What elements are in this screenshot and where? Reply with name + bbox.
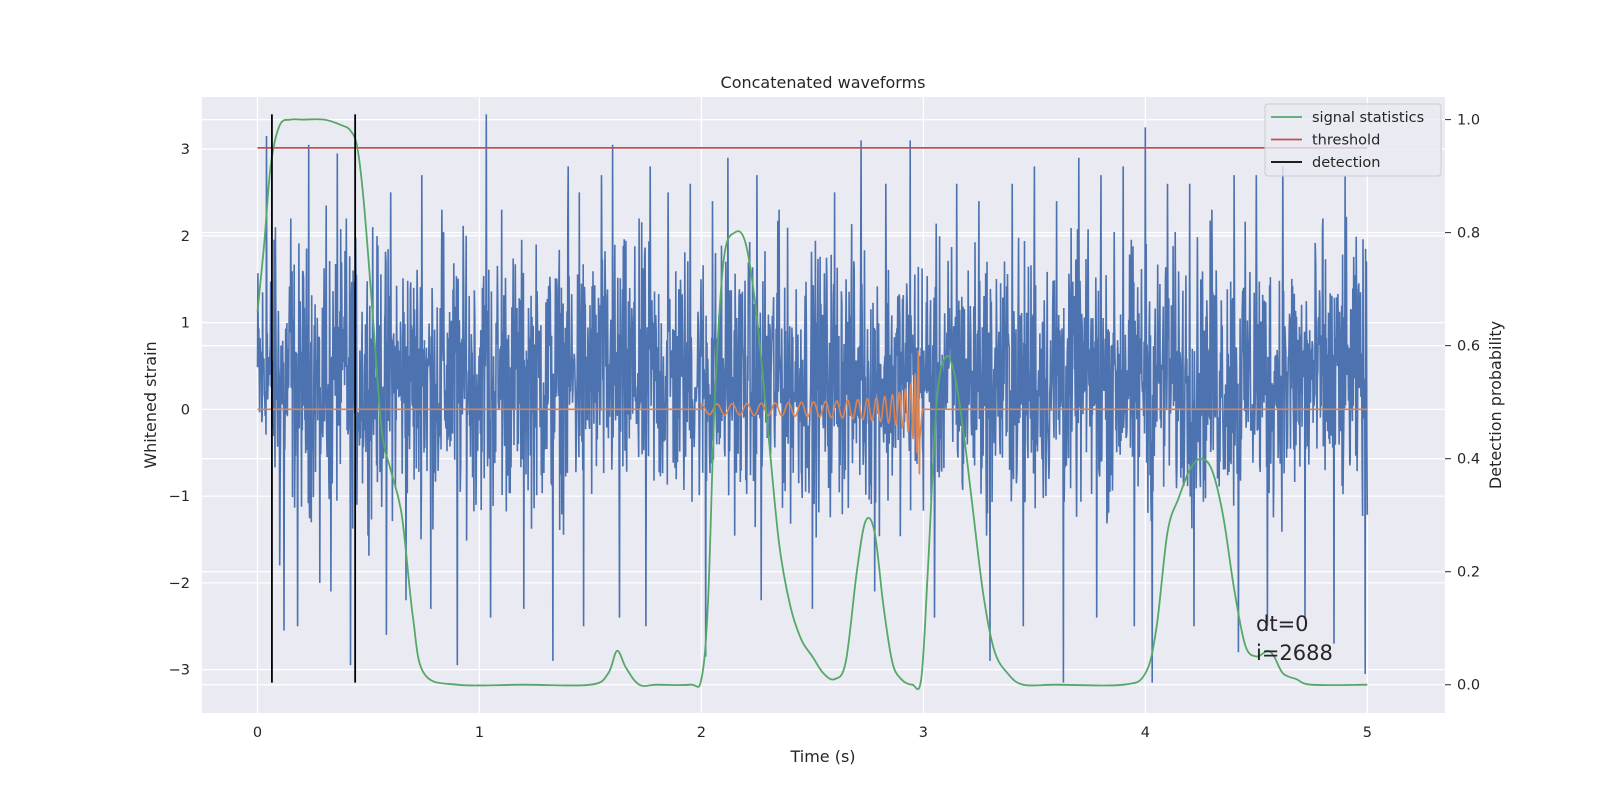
x-tick-label: 5 bbox=[1363, 725, 1372, 741]
y-right-axis-label: Detection probability bbox=[1486, 321, 1505, 489]
x-axis-label: Time (s) bbox=[789, 747, 855, 766]
x-tick-label: 1 bbox=[475, 725, 484, 741]
y-right-tick-label: 0.4 bbox=[1457, 452, 1480, 468]
chart-title: Concatenated waveforms bbox=[721, 73, 926, 92]
y-right-tick-label: 0.6 bbox=[1457, 339, 1480, 355]
y-tick-label: −2 bbox=[169, 576, 190, 592]
x-tick-label: 3 bbox=[919, 725, 928, 741]
x-tick-label: 0 bbox=[253, 725, 262, 741]
legend-label: detection bbox=[1312, 155, 1380, 171]
y-tick-label: −3 bbox=[169, 663, 190, 679]
x-tick-labels: 0 1 2 3 4 5 bbox=[253, 725, 1372, 741]
x-tick-label: 2 bbox=[697, 725, 706, 741]
y-right-tick-label: 0.2 bbox=[1457, 565, 1480, 581]
injected-waveform-line bbox=[257, 350, 1368, 475]
annotations: dt=0 i=2688 bbox=[1256, 612, 1333, 665]
y-tick-label: 0 bbox=[181, 402, 190, 418]
y-tick-label: 1 bbox=[181, 316, 190, 332]
y-axis-label: Whitened strain bbox=[141, 341, 160, 468]
y-tick-label: −1 bbox=[169, 489, 190, 505]
legend: signal statistics threshold detection bbox=[1264, 103, 1442, 177]
y-tick-labels: −3 −2 −1 0 1 2 3 bbox=[169, 142, 190, 679]
legend-label: threshold bbox=[1312, 133, 1380, 149]
annotation-text: i=2688 bbox=[1256, 641, 1333, 665]
strain-noise-line bbox=[256, 114, 1369, 683]
y-tick-label: 2 bbox=[181, 229, 190, 245]
annotation-text: dt=0 bbox=[1256, 612, 1309, 636]
y-right-tick-label: 0.0 bbox=[1457, 678, 1480, 694]
data-layer bbox=[256, 114, 1369, 691]
x-tick-label: 4 bbox=[1141, 725, 1150, 741]
y-right-tick-label: 1.0 bbox=[1457, 113, 1480, 129]
legend-label: signal statistics bbox=[1312, 110, 1424, 126]
legend-box bbox=[1264, 103, 1442, 177]
signal-statistics-line bbox=[256, 118, 1368, 691]
y-right-tick-labels: 0.0 0.2 0.4 0.6 0.8 1.0 bbox=[1445, 113, 1480, 694]
y-right-tick-label: 0.8 bbox=[1457, 226, 1480, 242]
y-tick-label: 3 bbox=[181, 142, 190, 158]
